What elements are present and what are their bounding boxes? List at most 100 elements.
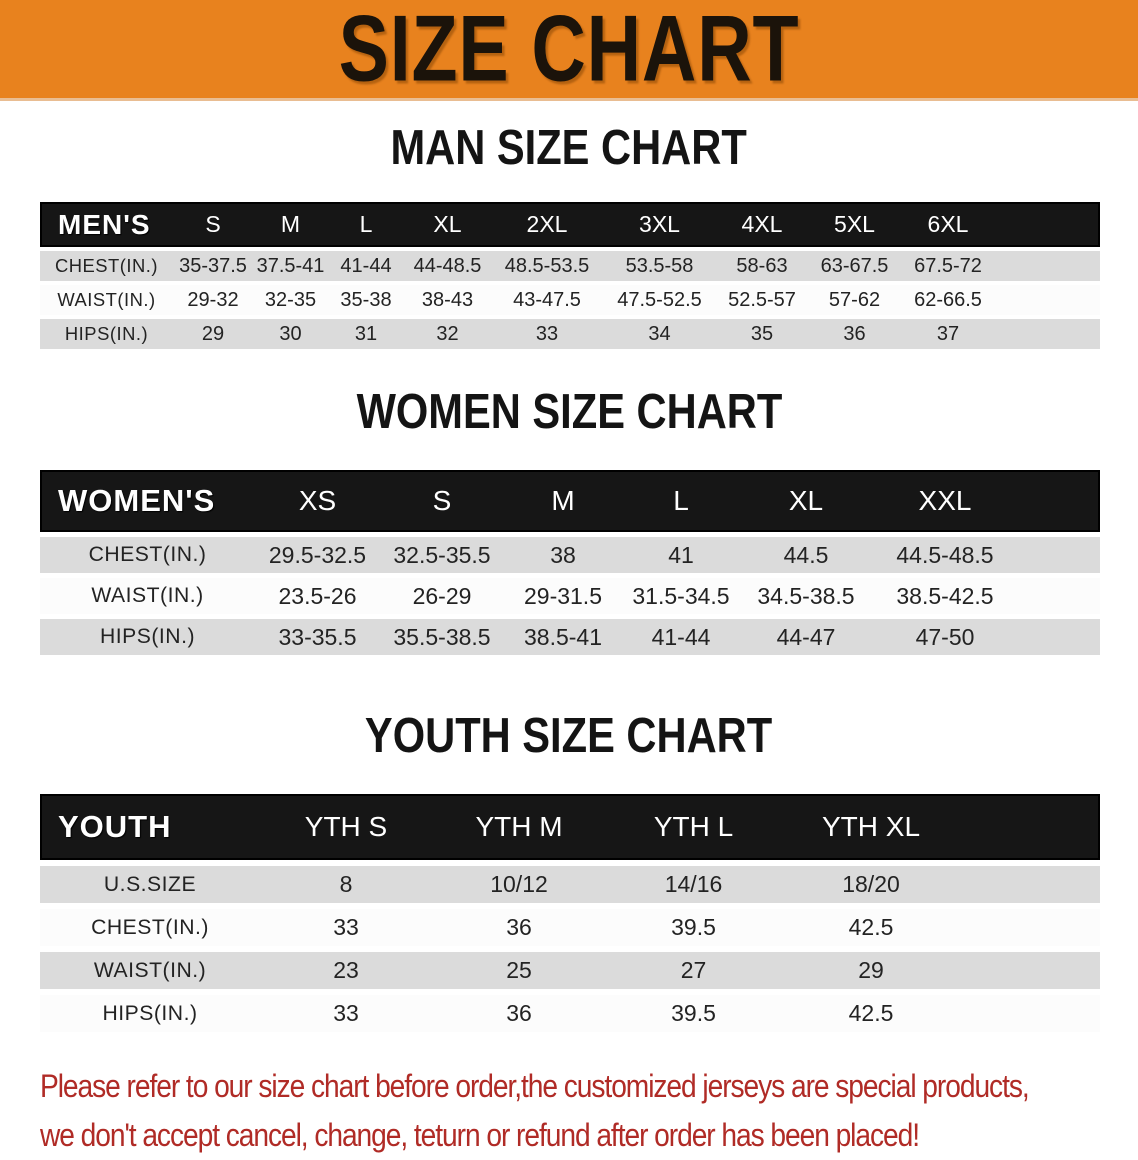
size-value: 34.5-38.5 [757, 582, 855, 609]
size-value: 26-29 [412, 582, 472, 609]
size-value: 41-44 [340, 254, 392, 277]
measurement-row: HIPS(IN.) 33-35.5 35.5-38.5 38.5-41 41-44 44-… [40, 619, 1100, 655]
size-value: 35-38 [340, 288, 392, 311]
size-value: 32-35 [264, 288, 317, 311]
size-value: 47-50 [915, 623, 975, 650]
size-column-header: 6XL [927, 211, 969, 237]
size-value: 25 [506, 957, 532, 983]
size-column-header: 3XL [639, 211, 680, 237]
size-value: 36 [843, 322, 866, 345]
size-value: 35-37.5 [179, 254, 247, 277]
size-column-header: 5XL [834, 211, 875, 237]
measurement-row: CHEST(IN.) 29.5-32.5 32.5-35.5 38 41 44.5 44.5… [40, 537, 1100, 573]
measurement-row: U.S.SIZE 8 10/12 14/16 18/20 [40, 866, 1100, 903]
size-value: 42.5 [848, 914, 894, 940]
size-value: 14/16 [664, 871, 723, 897]
size-column-header: YTH XL [821, 811, 921, 842]
size-value: 52.5-57 [728, 288, 796, 311]
row-label: CHEST(IN.) [54, 255, 159, 276]
size-column-header: XL [788, 485, 824, 516]
size-value: 44.5 [783, 541, 829, 568]
size-value: 42.5 [848, 1000, 894, 1026]
size-value: 57-62 [828, 288, 881, 311]
measurement-row: WAIST(IN.) 23.5-26 26-29 29-31.5 31.5-34.5 34… [40, 578, 1100, 614]
youth-size-table: YOUTH YTH S YTH M YTH L YTH XL U.S.SIZE 8 10/12… [40, 794, 1100, 1032]
size-value: 29.5-32.5 [268, 541, 367, 568]
disclaimer-line-2: we don't accept cancel, change, teturn o… [40, 1117, 920, 1153]
size-value: 67.5-72 [914, 254, 982, 277]
size-value: 30 [279, 322, 302, 345]
row-label: U.S.SIZE [103, 872, 197, 896]
banner-title: SIZE CHART [338, 0, 800, 101]
size-value: 44.5-48.5 [896, 541, 994, 568]
size-value: 33 [333, 1000, 359, 1026]
row-label: CHEST(IN.) [88, 543, 207, 566]
size-value: 38.5-42.5 [896, 582, 994, 609]
size-column-header: 4XL [741, 211, 783, 237]
size-value: 44-48.5 [413, 254, 482, 277]
size-value: 10/12 [490, 871, 548, 897]
size-value: 35 [750, 322, 774, 345]
size-value: 8 [339, 871, 353, 897]
size-column-header: XL [433, 211, 462, 237]
size-value: 31 [354, 322, 378, 345]
women-size-table: WOMEN'S XS S M L XL XXL CHEST(IN.) 29.5-32.5 32.5… [40, 470, 1100, 655]
youth-section-heading: YOUTH SIZE CHART [0, 709, 1138, 768]
table-group-label: MEN'S [58, 208, 151, 240]
size-column-header: XS [298, 485, 337, 516]
youth-size-chart-section: YOUTH SIZE CHART YOUTH YTH S YTH M YTH L YTH… [0, 709, 1138, 1032]
size-value: 41 [668, 541, 694, 568]
size-value: 44-47 [776, 623, 836, 650]
size-column-header: L [359, 211, 373, 237]
size-value: 47.5-52.5 [617, 288, 702, 311]
table-header-row: WOMEN'S XS S M L XL XXL [40, 470, 1100, 532]
row-label: CHEST(IN.) [91, 915, 209, 939]
size-value: 18/20 [842, 871, 900, 897]
size-value: 34 [648, 322, 671, 345]
size-value: 23.5-26 [278, 582, 357, 609]
size-value: 29 [201, 322, 225, 345]
women-section-heading-text: WOMEN SIZE CHART [356, 385, 782, 439]
size-value: 23 [333, 957, 359, 983]
size-value: 29 [858, 957, 884, 983]
size-column-header: M [280, 211, 301, 237]
size-column-header: S [432, 485, 452, 516]
size-value: 39.5 [671, 914, 716, 940]
row-label: HIPS(IN.) [99, 625, 195, 648]
size-value: 63-67.5 [820, 254, 889, 277]
disclaimer-line-1: Please refer to our size chart before or… [40, 1068, 1030, 1104]
size-value: 27 [680, 957, 707, 983]
men-section-heading-text: MAN SIZE CHART [390, 121, 748, 175]
men-section-heading: MAN SIZE CHART [0, 121, 1138, 180]
measurement-row: CHEST(IN.) 33 36 39.5 42.5 [40, 909, 1100, 946]
table-group-label: WOMEN'S [58, 483, 216, 518]
size-value: 32.5-35.5 [393, 541, 491, 568]
size-value: 38.5-41 [523, 623, 602, 650]
size-column-header: YTH M [475, 811, 563, 842]
size-column-header: YTH S [304, 811, 388, 842]
measurement-row: WAIST(IN.) 23 25 27 29 [40, 952, 1100, 989]
row-label: WAIST(IN.) [57, 289, 156, 310]
size-column-header: S [205, 211, 221, 237]
size-value: 29-32 [187, 288, 239, 311]
men-size-chart-section: MAN SIZE CHART MEN'S S M L XL 2XL 3XL 4XL 5XL 6XL… [0, 121, 1138, 349]
size-value: 58-63 [736, 254, 788, 277]
table-group-label: YOUTH [58, 809, 172, 844]
table-header-row: YOUTH YTH S YTH M YTH L YTH XL [40, 794, 1100, 860]
size-column-header: YTH L [653, 811, 734, 842]
size-value: 37 [936, 322, 960, 345]
size-value: 48.5-53.5 [504, 254, 590, 277]
size-column-header: XXL [918, 485, 972, 516]
measurement-row: HIPS(IN.) 33 36 39.5 42.5 [40, 995, 1100, 1032]
size-value: 41-44 [651, 623, 711, 650]
size-value: 35.5-38.5 [393, 623, 491, 650]
size-column-header: L [673, 485, 689, 516]
youth-section-heading-text: YOUTH SIZE CHART [365, 709, 773, 763]
row-label: HIPS(IN.) [64, 323, 149, 344]
size-value: 39.5 [671, 1000, 716, 1026]
row-label: HIPS(IN.) [102, 1001, 198, 1025]
size-value: 37.5-41 [256, 254, 325, 277]
size-value: 33-35.5 [278, 623, 357, 650]
size-value: 33 [333, 914, 359, 940]
size-value: 31.5-34.5 [632, 582, 730, 609]
